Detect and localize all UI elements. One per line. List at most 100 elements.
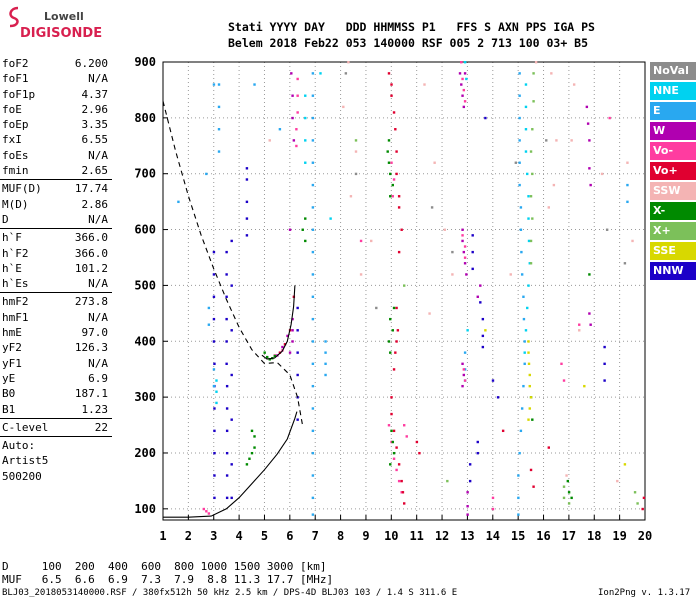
echo-point bbox=[531, 217, 534, 220]
echo-point bbox=[296, 306, 299, 310]
echo-point bbox=[311, 362, 315, 366]
echo-point bbox=[529, 262, 533, 265]
param-name: B0 bbox=[2, 387, 16, 401]
echo-point bbox=[518, 139, 521, 142]
echo-point bbox=[354, 150, 358, 153]
echo-point bbox=[545, 139, 548, 142]
echo-point bbox=[397, 250, 401, 254]
echo-point bbox=[484, 116, 487, 120]
echo-point bbox=[518, 94, 521, 97]
digisonde-logo: Lowell DIGISONDE bbox=[4, 6, 102, 46]
echo-point bbox=[585, 105, 589, 109]
param-value: 366.0 bbox=[74, 231, 108, 245]
param-name: fmin bbox=[2, 164, 29, 178]
param-row: D N/A bbox=[0, 212, 112, 227]
echo-point bbox=[527, 351, 530, 354]
param-row: B1 1.23 bbox=[0, 402, 112, 417]
echo-point bbox=[301, 228, 304, 231]
echo-point bbox=[304, 217, 307, 220]
echo-point bbox=[481, 345, 485, 349]
echo-point bbox=[389, 195, 392, 198]
echo-point bbox=[626, 200, 629, 204]
echo-point bbox=[225, 384, 229, 388]
param-row: foF1 N/A bbox=[0, 71, 112, 86]
echo-point bbox=[268, 139, 271, 142]
echo-point bbox=[476, 440, 479, 444]
echo-point bbox=[212, 368, 216, 371]
echo-point bbox=[461, 239, 464, 243]
echo-point bbox=[642, 496, 646, 500]
echo-point bbox=[375, 306, 378, 310]
echo-point bbox=[578, 323, 581, 326]
echo-point bbox=[291, 94, 294, 97]
echo-point bbox=[215, 379, 218, 382]
echo-point bbox=[560, 362, 563, 366]
y-tick-label: 300 bbox=[134, 390, 156, 404]
echo-point bbox=[552, 183, 556, 187]
echo-point bbox=[291, 116, 294, 120]
header-labels: Stati YYYY DAY DDD HHMMSS P1 FFS S AXN P… bbox=[228, 20, 595, 34]
echo-point bbox=[397, 479, 401, 483]
trace-curve-profile bbox=[163, 411, 298, 518]
echo-point bbox=[311, 94, 315, 97]
param-name: hmE bbox=[2, 326, 22, 340]
echo-point bbox=[523, 340, 526, 343]
echo-point bbox=[354, 172, 358, 176]
echo-point bbox=[527, 340, 530, 343]
distance-row: D 100 200 400 600 800 1000 1500 3000 [km… bbox=[2, 560, 327, 573]
param-row: h`E 101.2 bbox=[0, 261, 112, 276]
echo-point bbox=[295, 128, 298, 131]
x-tick-label: 14 bbox=[486, 529, 500, 543]
echo-point bbox=[324, 362, 327, 366]
echo-point bbox=[466, 505, 469, 508]
echo-point bbox=[391, 329, 394, 332]
param-name: yF1 bbox=[2, 356, 22, 370]
echo-point bbox=[319, 72, 322, 75]
echo-point bbox=[391, 440, 394, 444]
echo-point bbox=[397, 463, 401, 466]
echo-point bbox=[458, 72, 462, 75]
echo-point bbox=[465, 77, 468, 81]
param-name: Artist5 bbox=[2, 454, 49, 468]
param-value: N/A bbox=[88, 277, 108, 291]
param-row: MUF(D) 17.74 bbox=[0, 181, 112, 196]
echo-point bbox=[230, 329, 233, 332]
echo-point bbox=[463, 72, 467, 75]
echo-point bbox=[324, 373, 327, 377]
echo-point bbox=[588, 273, 591, 276]
echo-point bbox=[517, 513, 520, 516]
echo-point bbox=[392, 457, 396, 460]
param-name: foEs bbox=[2, 148, 29, 162]
echo-point bbox=[531, 172, 534, 176]
echo-point bbox=[311, 384, 315, 388]
echo-point bbox=[471, 267, 474, 271]
echo-point bbox=[386, 150, 389, 153]
echo-point bbox=[479, 301, 482, 304]
echo-point bbox=[616, 479, 619, 483]
echo-point bbox=[311, 429, 315, 433]
echo-point bbox=[311, 72, 315, 75]
echo-point bbox=[390, 83, 393, 86]
echo-point bbox=[461, 94, 464, 97]
echo-point bbox=[311, 250, 315, 254]
param-row: hmE 97.0 bbox=[0, 325, 112, 340]
echo-point bbox=[401, 491, 405, 494]
echo-point bbox=[250, 429, 254, 433]
param-value: 101.2 bbox=[74, 261, 108, 275]
echo-point bbox=[311, 116, 315, 120]
x-tick-label: 9 bbox=[362, 529, 369, 543]
echo-point bbox=[509, 273, 512, 276]
echo-point bbox=[461, 228, 464, 231]
echo-point bbox=[202, 507, 205, 511]
echo-point bbox=[623, 463, 627, 466]
echo-point bbox=[603, 345, 606, 349]
y-tick-label: 400 bbox=[134, 334, 156, 348]
echo-point bbox=[392, 429, 396, 433]
parameter-table: foF2 6.200 foF1 N/A foF1p 4.37 foE 2.96 foEp 3.35… bbox=[0, 56, 112, 484]
echo-point bbox=[528, 373, 531, 377]
echo-point bbox=[465, 273, 468, 276]
echo-point bbox=[501, 429, 505, 433]
param-row: M(D) 2.86 bbox=[0, 197, 112, 212]
param-value: 2.86 bbox=[81, 197, 109, 211]
echo-point bbox=[608, 116, 611, 120]
